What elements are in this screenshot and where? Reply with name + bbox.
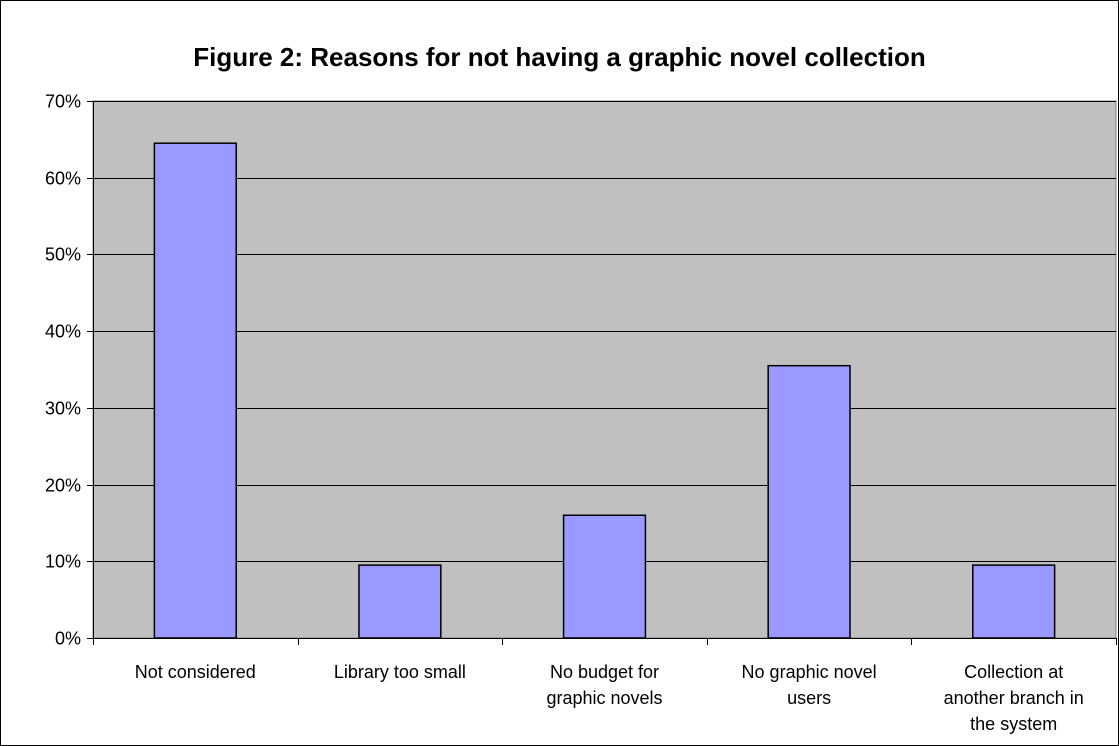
y-tick-labels: 0% 10% 20% 30% 40% 50% 60% 70%	[45, 92, 81, 649]
y-tick-label: 70%	[45, 92, 81, 112]
y-tick-label: 10%	[45, 552, 81, 572]
x-category-label: another branch in	[944, 688, 1084, 708]
y-tick-label: 0%	[55, 629, 81, 649]
y-tick-label: 40%	[45, 322, 81, 342]
bar	[153, 142, 237, 639]
bar	[767, 364, 851, 639]
x-category-label: graphic novels	[546, 688, 662, 708]
y-tick-label: 50%	[45, 245, 81, 265]
gridlines	[93, 101, 1116, 562]
x-category-label: Not considered	[135, 662, 256, 682]
axes	[87, 101, 1117, 645]
y-tick-label: 60%	[45, 169, 81, 189]
bar	[562, 514, 647, 639]
x-category-label: users	[787, 688, 831, 708]
bar	[972, 564, 1056, 639]
bar	[358, 564, 442, 639]
y-tick-label: 30%	[45, 399, 81, 419]
x-category-label: No budget for	[550, 662, 659, 682]
x-category-labels: Not considered Library too small No budget…	[135, 662, 1084, 734]
x-category-label: the system	[970, 714, 1057, 734]
chart-title: Figure 2: Reasons for not having a graph…	[193, 42, 926, 72]
x-category-label: Collection at	[964, 662, 1063, 682]
y-tick-label: 20%	[45, 476, 81, 496]
x-category-label: No graphic novel	[742, 662, 877, 682]
x-category-label: Library too small	[334, 662, 466, 682]
